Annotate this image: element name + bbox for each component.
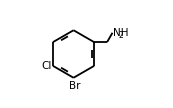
Text: NH: NH [113, 28, 129, 38]
Text: Cl: Cl [41, 61, 51, 71]
Text: 2: 2 [119, 31, 124, 40]
Text: Br: Br [69, 81, 80, 91]
